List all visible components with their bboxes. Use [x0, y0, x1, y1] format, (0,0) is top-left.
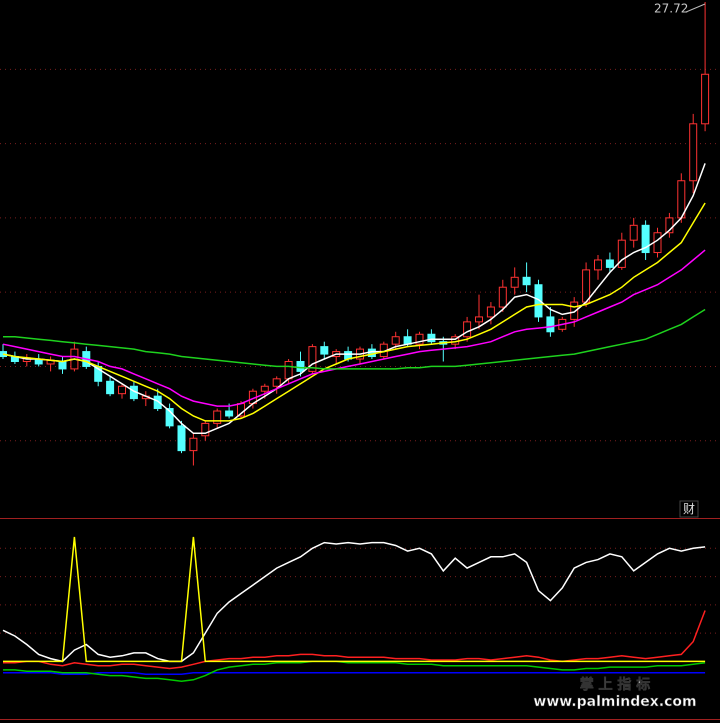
line-series: [2, 163, 706, 435]
line-series: [3, 610, 706, 670]
candle-body: [570, 301, 579, 320]
max-label: 27.72: [654, 2, 688, 16]
line-series: [2, 249, 706, 407]
candle-body: [284, 360, 293, 380]
line-series: [2, 541, 706, 663]
line-series: [3, 660, 706, 682]
candle-body: [486, 306, 495, 318]
candle-body: [391, 336, 400, 345]
candle-body: [415, 333, 424, 345]
line-series: [3, 308, 706, 370]
candle-body: [201, 422, 210, 437]
candle-body: [213, 410, 222, 424]
candle-body: [272, 378, 281, 387]
finance-button-label[interactable]: 财: [683, 502, 695, 516]
candle-body: [594, 259, 602, 271]
candle-body: [617, 239, 626, 268]
candle-body: [308, 346, 317, 372]
candle-body: [463, 321, 472, 338]
max-pointer: [685, 3, 706, 13]
candle-body: [225, 410, 234, 417]
candle-body: [689, 123, 698, 182]
line-series: [3, 536, 706, 663]
candle-body: [534, 284, 543, 318]
candle-body: [118, 385, 126, 395]
candle-body: [320, 346, 329, 355]
grid: [0, 68, 720, 634]
candle-body: [106, 380, 115, 395]
candle-body: [701, 73, 710, 125]
candle-body: [641, 224, 650, 254]
candle-body: [582, 269, 591, 303]
plot: [0, 1, 710, 682]
candle-body: [427, 333, 436, 343]
candle-body: [522, 276, 531, 286]
candle-body: [653, 232, 662, 254]
candle-body: [58, 360, 67, 370]
watermark-url: www.palmindex.com: [533, 694, 696, 710]
candle-body: [665, 217, 674, 234]
candle-body: [475, 316, 483, 323]
candle-body: [177, 425, 186, 452]
candle-body: [510, 276, 519, 288]
candle-body: [189, 437, 198, 452]
candle-body: [165, 408, 174, 427]
candle-body: [296, 360, 305, 372]
watermark-title: 掌 上 指 标: [580, 676, 651, 693]
candle-body: [153, 395, 162, 410]
candle-body: [605, 259, 614, 268]
candle-body: [546, 316, 555, 333]
finance-button[interactable]: [679, 500, 699, 518]
candle-body: [260, 385, 269, 392]
candle-body: [498, 286, 507, 308]
candle-body: [629, 224, 638, 241]
line-series: [3, 671, 706, 675]
line-series: [2, 202, 706, 422]
